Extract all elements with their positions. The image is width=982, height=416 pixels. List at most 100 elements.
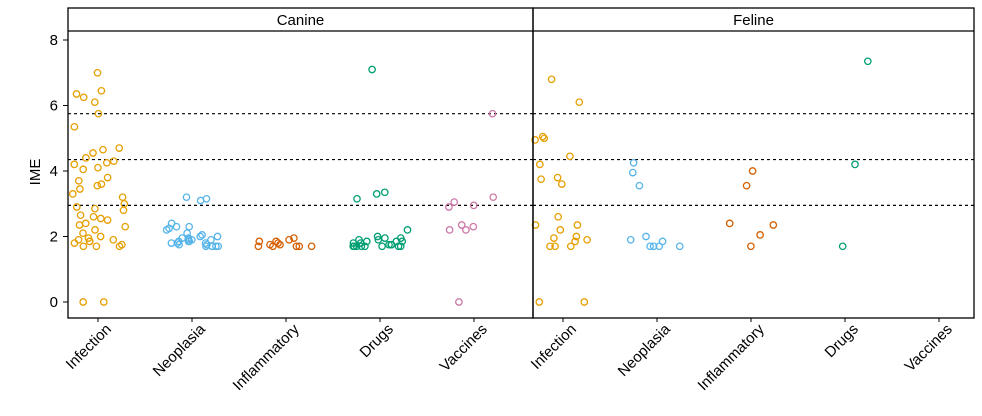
point-feline-infection [547, 75, 556, 84]
point-canine-infection [68, 190, 77, 198]
data-points [68, 57, 872, 306]
point-canine-infection [96, 214, 105, 223]
point-canine-drugs [394, 242, 403, 251]
x-tick-label-canine-drugs: Drugs [357, 321, 397, 361]
point-canine-drugs [396, 242, 405, 251]
point-canine-neoplasia [198, 231, 206, 239]
point-canine-vaccines [469, 201, 478, 210]
point-canine-neoplasia [196, 196, 205, 205]
point-feline-neoplasia [629, 158, 638, 167]
point-canine-inflammatory [290, 234, 298, 242]
strip-title-feline: Feline [733, 12, 774, 29]
point-canine-neoplasia [175, 240, 183, 249]
point-canine-drugs [357, 242, 366, 251]
point-feline-inflammatory [756, 231, 764, 239]
point-feline-infection [566, 242, 575, 251]
point-canine-vaccines [455, 298, 463, 306]
point-canine-infection [82, 154, 90, 162]
point-feline-infection [571, 237, 579, 246]
point-feline-infection [535, 298, 544, 306]
point-canine-neoplasia [162, 226, 171, 234]
reference-lines [68, 113, 974, 206]
point-canine-infection [109, 235, 118, 244]
point-canine-infection [89, 212, 98, 221]
point-canine-infection [103, 216, 112, 224]
point-canine-vaccines [489, 193, 498, 202]
point-canine-drugs [380, 188, 389, 197]
point-feline-neoplasia [646, 242, 654, 251]
point-feline-infection [573, 221, 582, 229]
point-feline-infection [531, 136, 539, 144]
point-feline-drugs [838, 242, 847, 251]
y-tick-label-2: 2 [50, 229, 58, 246]
point-canine-drugs [352, 242, 361, 251]
y-tick-label-0: 0 [50, 294, 58, 311]
point-canine-infection [97, 86, 106, 95]
point-canine-inflammatory [269, 242, 277, 251]
point-canine-infection [118, 193, 127, 202]
point-canine-inflammatory [307, 242, 316, 251]
point-canine-infection [99, 298, 108, 306]
point-canine-inflammatory [254, 242, 263, 251]
point-canine-neoplasia [212, 242, 220, 251]
point-canine-infection [79, 298, 88, 306]
point-canine-infection [96, 232, 105, 241]
point-canine-vaccines [450, 198, 459, 206]
point-feline-inflammatory [748, 167, 757, 175]
point-canine-infection [89, 149, 97, 157]
point-canine-inflammatory [295, 242, 304, 251]
point-canine-infection [79, 242, 88, 251]
point-canine-infection [90, 98, 99, 107]
x-tick-label-feline-vaccines: Vaccines [902, 321, 956, 375]
point-canine-neoplasia [201, 239, 210, 247]
point-canine-drugs [398, 237, 407, 246]
point-canine-infection [103, 173, 112, 182]
point-canine-infection [75, 221, 84, 229]
point-canine-inflammatory [255, 237, 264, 246]
point-feline-inflammatory [747, 242, 755, 251]
point-canine-drugs [373, 232, 382, 241]
point-canine-vaccines [469, 222, 478, 231]
point-canine-infection [76, 185, 84, 193]
point-feline-infection [550, 234, 558, 242]
point-canine-neoplasia [184, 237, 193, 246]
x-tick-label-canine-infection: Infection [63, 321, 115, 373]
strip-canine [68, 8, 533, 31]
point-feline-inflammatory [725, 219, 734, 228]
x-axis: Infection Neoplasia Inflammatory Drugs Vacci… [63, 318, 956, 394]
point-canine-infection [70, 122, 79, 131]
point-canine-infection [91, 204, 99, 213]
panel-frames [67, 7, 975, 319]
point-canine-infection [84, 234, 93, 242]
point-feline-neoplasia [675, 242, 684, 251]
point-canine-neoplasia [185, 222, 194, 231]
panel-frame-feline [532, 7, 975, 319]
point-feline-infection [583, 235, 591, 244]
y-tick-label-6: 6 [50, 98, 58, 115]
point-canine-infection [70, 239, 79, 247]
point-canine-drugs [374, 235, 383, 244]
point-feline-infection [546, 242, 554, 251]
point-canine-infection [94, 109, 103, 118]
point-canine-inflammatory [276, 240, 284, 249]
point-canine-neoplasia [167, 239, 176, 247]
point-canine-neoplasia [182, 193, 191, 202]
point-canine-infection [76, 211, 85, 220]
point-feline-inflammatory [769, 221, 778, 229]
point-feline-neoplasia [649, 242, 658, 251]
y-axis-title: IME [27, 159, 44, 186]
panel-frame-canine [67, 7, 534, 319]
point-canine-infection [74, 176, 83, 185]
point-feline-infection [551, 242, 559, 251]
x-tick-label-feline-inflammatory: Inflammatory [694, 320, 768, 394]
point-canine-infection [99, 145, 107, 154]
point-canine-neoplasia [196, 232, 205, 241]
point-canine-drugs [349, 242, 358, 251]
point-canine-drugs [353, 194, 361, 203]
point-canine-vaccines [445, 203, 453, 211]
point-feline-neoplasia [642, 232, 650, 241]
point-canine-infection [115, 144, 124, 152]
point-canine-infection [85, 237, 94, 246]
point-canine-neoplasia [174, 237, 183, 246]
